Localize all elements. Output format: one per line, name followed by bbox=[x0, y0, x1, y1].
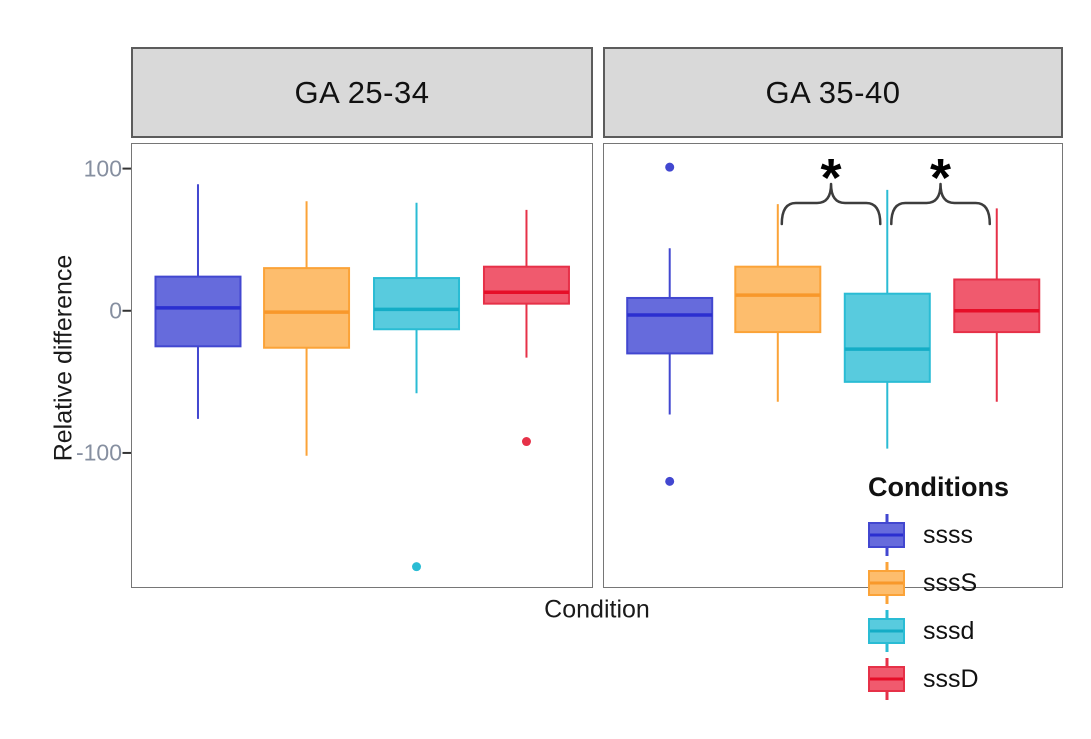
legend-key-median bbox=[870, 533, 903, 537]
legend-label: ssss bbox=[923, 520, 973, 549]
legend-key-median bbox=[870, 629, 903, 633]
plot-panel-ga-25-34 bbox=[131, 143, 593, 588]
legend-item-sssd: sssd bbox=[868, 607, 1009, 655]
legend-label: sssd bbox=[923, 616, 975, 645]
legend-key-boxplot-icon bbox=[868, 562, 905, 604]
legend-key-median bbox=[870, 677, 903, 681]
x-axis-title: Condition bbox=[544, 595, 650, 624]
legend-key-boxplot-icon bbox=[868, 658, 905, 700]
facet-strip-label: GA 25-34 bbox=[294, 74, 430, 110]
y-tick-label: 100 bbox=[83, 155, 122, 182]
legend: Conditions ssss sssS sssd sssD bbox=[868, 472, 1009, 703]
y-tick-label: -100 bbox=[75, 439, 122, 466]
facet-strip-label: GA 35-40 bbox=[765, 74, 901, 110]
legend-item-sssS: sssS bbox=[868, 559, 1009, 607]
legend-item-sssD: sssD bbox=[868, 655, 1009, 703]
facet-strip-ga-35-40: GA 35-40 bbox=[603, 47, 1063, 138]
legend-label: sssS bbox=[923, 568, 978, 597]
legend-title: Conditions bbox=[868, 472, 1009, 502]
legend-key-median bbox=[870, 581, 903, 585]
legend-item-ssss: ssss bbox=[868, 511, 1009, 559]
legend-key-boxplot-icon bbox=[868, 610, 905, 652]
legend-label: sssD bbox=[923, 664, 979, 693]
legend-items: ssss sssS sssd sssD bbox=[868, 511, 1009, 703]
y-tick-label: 0 bbox=[109, 297, 122, 324]
y-axis-title: Relative difference bbox=[49, 254, 78, 462]
facet-strip-ga-25-34: GA 25-34 bbox=[131, 47, 593, 138]
legend-key-boxplot-icon bbox=[868, 514, 905, 556]
